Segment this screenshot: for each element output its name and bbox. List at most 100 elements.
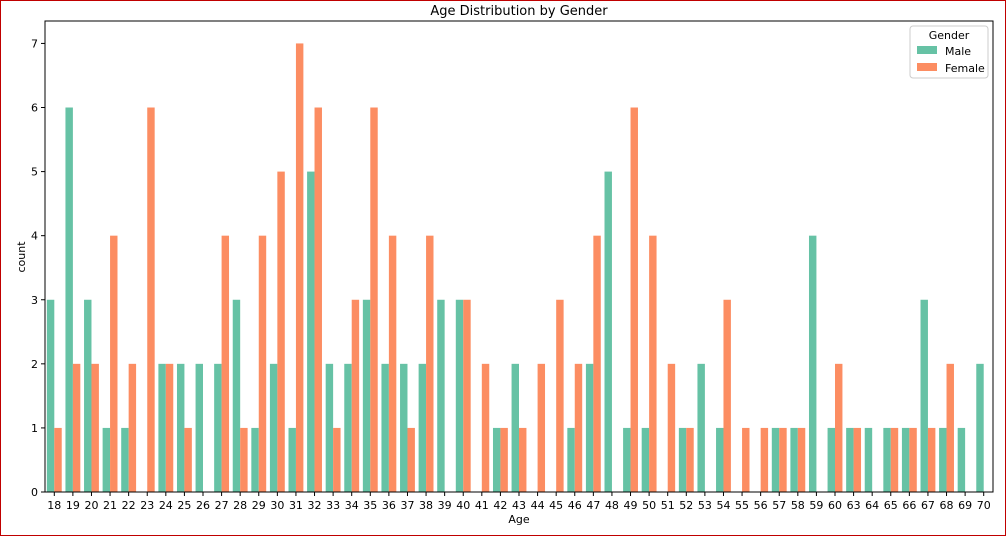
bar-male-38 bbox=[418, 363, 427, 492]
bar-female-40 bbox=[463, 299, 471, 492]
bar-female-52 bbox=[686, 427, 694, 492]
x-axis-label: Age bbox=[508, 513, 530, 526]
bar-female-38 bbox=[426, 235, 434, 493]
bar-male-30 bbox=[269, 363, 278, 492]
x-tick-label: 40 bbox=[456, 499, 470, 512]
bar-female-36 bbox=[388, 235, 397, 493]
bar-male-24 bbox=[158, 363, 166, 492]
bar-male-31 bbox=[288, 427, 296, 492]
bar-female-33 bbox=[333, 427, 341, 492]
legend-swatch-male bbox=[917, 46, 937, 54]
bar-male-53 bbox=[697, 363, 705, 492]
bar-male-69 bbox=[957, 427, 966, 492]
bar-female-66 bbox=[909, 427, 917, 492]
bar-female-55 bbox=[742, 427, 750, 492]
x-tick-label: 67 bbox=[921, 499, 935, 512]
x-tick-label: 58 bbox=[791, 499, 805, 512]
bar-female-57 bbox=[779, 427, 787, 492]
bar-male-39 bbox=[437, 299, 445, 492]
x-tick-label: 34 bbox=[345, 499, 359, 512]
bar-male-57 bbox=[771, 427, 780, 492]
bar-female-20 bbox=[91, 363, 99, 492]
x-tick-label: 24 bbox=[159, 499, 173, 512]
bar-male-40 bbox=[455, 299, 464, 492]
legend-title: Gender bbox=[929, 29, 970, 42]
bar-male-67 bbox=[920, 299, 928, 492]
bar-female-50 bbox=[649, 235, 657, 493]
x-tick-label: 36 bbox=[382, 499, 396, 512]
x-tick-label: 19 bbox=[66, 499, 80, 512]
bar-female-65 bbox=[890, 427, 899, 492]
bar-male-29 bbox=[251, 427, 259, 492]
bar-female-22 bbox=[128, 363, 137, 492]
bar-male-19 bbox=[65, 107, 73, 492]
bar-male-34 bbox=[344, 363, 352, 492]
bar-female-45 bbox=[556, 299, 564, 492]
legend-label-male: Male bbox=[945, 45, 971, 58]
bar-female-18 bbox=[54, 427, 62, 492]
x-tick-label: 63 bbox=[847, 499, 861, 512]
x-tick-label: 52 bbox=[679, 499, 693, 512]
y-tick-label: 6 bbox=[31, 102, 38, 115]
x-tick-label: 64 bbox=[865, 499, 879, 512]
x-tick-label: 21 bbox=[103, 499, 117, 512]
bar-male-20 bbox=[84, 299, 92, 492]
bar-female-63 bbox=[853, 427, 862, 492]
x-tick-label: 44 bbox=[531, 499, 545, 512]
legend-swatch-female bbox=[917, 63, 937, 71]
bar-male-64 bbox=[864, 427, 873, 492]
bar-male-35 bbox=[362, 299, 371, 492]
x-tick-label: 60 bbox=[828, 499, 842, 512]
bar-male-28 bbox=[232, 299, 241, 492]
bar-female-47 bbox=[593, 235, 601, 493]
x-tick-label: 28 bbox=[233, 499, 247, 512]
x-tick-label: 26 bbox=[196, 499, 210, 512]
bar-male-50 bbox=[641, 427, 650, 492]
bar-male-48 bbox=[604, 171, 612, 492]
bar-female-21 bbox=[110, 235, 118, 493]
bar-male-70 bbox=[976, 363, 984, 492]
bar-female-30 bbox=[277, 171, 285, 492]
bar-male-21 bbox=[102, 427, 111, 492]
x-tick-label: 30 bbox=[270, 499, 284, 512]
y-tick-label: 1 bbox=[31, 422, 38, 435]
bar-female-49 bbox=[630, 107, 638, 492]
x-tick-label: 50 bbox=[642, 499, 656, 512]
x-tick-label: 47 bbox=[586, 499, 600, 512]
x-tick-label: 35 bbox=[363, 499, 377, 512]
y-axis-label: count bbox=[15, 241, 28, 273]
x-tick-label: 38 bbox=[419, 499, 433, 512]
bar-male-65 bbox=[883, 427, 891, 492]
bar-female-19 bbox=[72, 363, 81, 492]
bar-male-18 bbox=[46, 299, 55, 492]
bar-male-66 bbox=[901, 427, 910, 492]
bar-female-51 bbox=[667, 363, 676, 492]
bar-female-67 bbox=[927, 427, 936, 492]
bar-female-42 bbox=[500, 427, 508, 492]
bar-female-46 bbox=[574, 363, 583, 492]
x-tick-label: 33 bbox=[326, 499, 340, 512]
bar-female-34 bbox=[351, 299, 360, 492]
x-tick-label: 49 bbox=[624, 499, 638, 512]
bar-male-68 bbox=[939, 427, 947, 492]
bar-female-37 bbox=[407, 427, 415, 492]
bar-female-28 bbox=[240, 427, 248, 492]
bar-male-63 bbox=[846, 427, 854, 492]
x-tick-label: 29 bbox=[252, 499, 266, 512]
bar-female-29 bbox=[258, 235, 267, 493]
x-tick-label: 23 bbox=[140, 499, 154, 512]
bar-male-36 bbox=[381, 363, 389, 492]
x-tick-label: 32 bbox=[308, 499, 322, 512]
x-tick-label: 45 bbox=[549, 499, 563, 512]
x-tick-label: 37 bbox=[400, 499, 414, 512]
x-tick-label: 18 bbox=[47, 499, 61, 512]
bar-female-31 bbox=[295, 43, 304, 493]
bar-female-32 bbox=[314, 107, 322, 492]
bar-male-49 bbox=[623, 427, 631, 492]
x-tick-label: 22 bbox=[122, 499, 136, 512]
x-tick-label: 42 bbox=[493, 499, 507, 512]
x-tick-label: 66 bbox=[902, 499, 916, 512]
x-tick-label: 46 bbox=[568, 499, 582, 512]
y-ticks: 0 1 2 3 4 5 6 7 bbox=[31, 37, 45, 499]
